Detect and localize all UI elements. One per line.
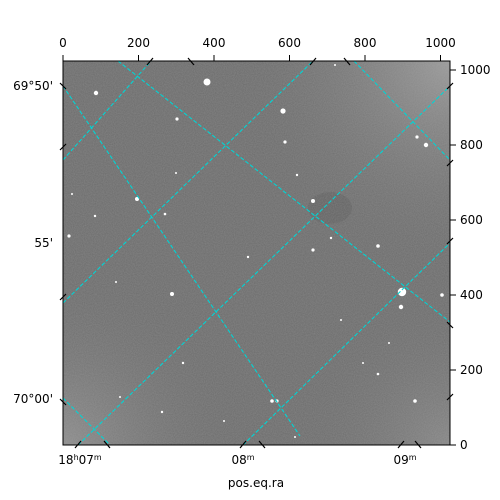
- top-tick-label: 0: [59, 36, 67, 50]
- ra-tick-label: 08m: [231, 453, 254, 467]
- right-tick-label: 800: [460, 138, 483, 152]
- right-tick-label: 600: [460, 213, 483, 227]
- ra-tick-label: 18h07m: [58, 453, 102, 467]
- x-axis-title: pos.eq.ra: [228, 476, 284, 490]
- top-tick-label: 600: [278, 36, 301, 50]
- grid-line-ra-2: [117, 61, 450, 323]
- dec-tick-label: 70°00': [13, 392, 53, 406]
- dec-tick-label: 69°50': [13, 79, 53, 93]
- top-tick-label: 1000: [425, 36, 456, 50]
- top-tick-label: 800: [354, 36, 377, 50]
- top-tick-label: 400: [203, 36, 226, 50]
- top-tick-label: 200: [127, 36, 150, 50]
- top-axis: [62, 55, 441, 61]
- coordinate-grid: [63, 61, 450, 445]
- right-tick-label: 1000: [460, 63, 491, 77]
- grid-line-ra-4: [63, 397, 111, 445]
- plot-frame: [62, 60, 451, 446]
- grid-line-ra-3: [353, 61, 450, 161]
- right-tick-label: 200: [460, 363, 483, 377]
- grid-line-dec-2: [63, 61, 314, 304]
- stars: [67, 64, 444, 438]
- grid-line-dec-4: [242, 242, 450, 445]
- right-tick-label: 0: [460, 438, 468, 452]
- right-axis: [450, 69, 456, 446]
- grid-line-dec-3: [77, 85, 450, 445]
- sky-image: [63, 61, 450, 445]
- dec-tick-label: 55': [34, 236, 53, 250]
- ra-tick-label: 09m: [393, 453, 416, 467]
- grid-line-dec-1: [63, 61, 152, 161]
- grid-line-ra-1: [63, 85, 301, 437]
- right-tick-label: 400: [460, 288, 483, 302]
- wcs-ticks: [59, 57, 454, 449]
